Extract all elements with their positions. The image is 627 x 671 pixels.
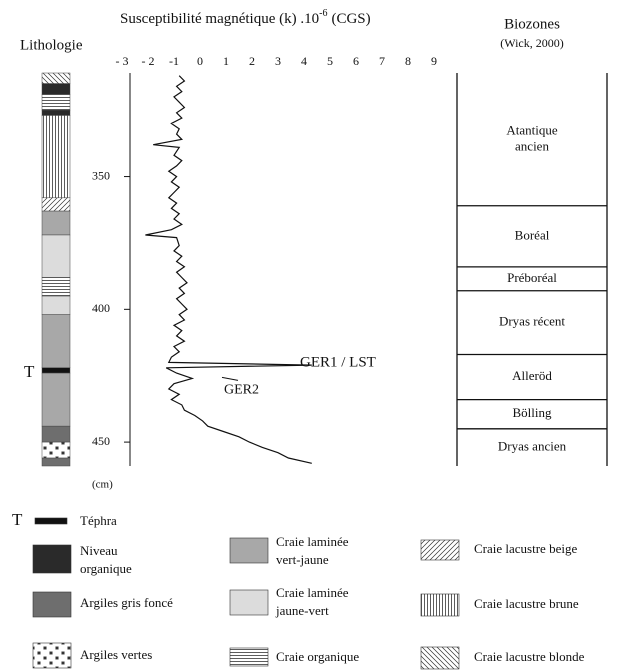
legend-label: Niveau (80, 543, 118, 558)
annotation-leader (221, 376, 239, 381)
biozone-label: ancien (515, 138, 549, 153)
lithology-layer (41, 72, 71, 84)
legend-swatch (229, 589, 269, 616)
x-tick-label: 1 (223, 54, 229, 68)
biozone-label: Dryas récent (499, 314, 565, 329)
legend-label: vert-jaune (276, 552, 329, 567)
x-tick-label: 0 (197, 54, 203, 68)
chart-title: Susceptibilité magnétique (k) .10-6 (CGS) (120, 8, 371, 27)
tephra-marker: T (24, 362, 35, 381)
lithology-layer (41, 425, 71, 443)
x-tick-label: 6 (353, 54, 359, 68)
legend-swatch (420, 539, 460, 561)
title-exponent: -6 (319, 8, 327, 19)
lithology-layer (41, 93, 71, 111)
legend-label: Craie lacustre blonde (474, 649, 585, 664)
x-tick-label: - 3 (116, 54, 129, 68)
lithology-title: Lithologie (20, 37, 83, 53)
biozone-label: Préboréal (507, 270, 557, 285)
annotation: GER1 / LST (300, 355, 376, 371)
legend-label: Argiles vertes (80, 647, 152, 662)
x-tick-label: 4 (301, 54, 307, 68)
lithology-layer (41, 210, 71, 236)
x-tick-label: - 2 (142, 54, 155, 68)
x-tick-label: 3 (275, 54, 281, 68)
legend-label: Craie lacustre beige (474, 541, 577, 556)
legend-label: jaune-vert (275, 603, 329, 618)
lithology-layer (41, 115, 71, 199)
y-tick-label: 350 (92, 168, 110, 182)
biozone-label: Atantique (506, 122, 557, 137)
biozones-title: Biozones (504, 16, 560, 32)
x-tick-label: 2 (249, 54, 255, 68)
lithology-layer (41, 109, 71, 116)
y-tick-label: 450 (92, 434, 110, 448)
title-text: Susceptibilité magnétique (k) .10 (120, 11, 319, 27)
x-tick-label: 5 (327, 54, 333, 68)
title-unit: (CGS) (331, 11, 370, 27)
biozone-label: Bölling (512, 405, 552, 420)
lithology-layer (41, 295, 71, 315)
biozone-label: Dryas ancien (498, 438, 567, 453)
lithology-layer (41, 367, 71, 374)
legend-swatch (229, 647, 269, 667)
lithology-layer (41, 457, 71, 467)
legend-label: Craie lacustre brune (474, 596, 579, 611)
legend-swatch (420, 646, 460, 670)
legend-marker: T (12, 510, 23, 529)
legend-label: Argiles gris foncé (80, 595, 173, 610)
lithology-layer (41, 83, 71, 95)
lithology-layer (41, 197, 71, 212)
x-tick-label: 8 (405, 54, 411, 68)
legend-swatch (32, 544, 72, 574)
legend-label: Téphra (80, 513, 117, 528)
annotation: GER2 (224, 383, 259, 398)
biozone-label: Alleröd (512, 368, 552, 383)
biozones-subtitle: (Wick, 2000) (500, 36, 564, 50)
legend-label: Craie laminée (276, 585, 349, 600)
lithology-layer (41, 314, 71, 369)
legend-swatch (229, 537, 269, 564)
lithology-layer (41, 234, 71, 278)
lithology-layer (41, 372, 71, 427)
legend-swatch (420, 593, 460, 617)
legend-swatch (32, 591, 72, 618)
lithology-layer (41, 277, 71, 297)
legend-swatch (32, 642, 72, 669)
susceptibility-line (145, 75, 312, 464)
x-tick-label: 9 (431, 54, 437, 68)
x-tick-label: -1 (169, 54, 179, 68)
x-tick-label: 7 (379, 54, 385, 68)
legend-label: Craie organique (276, 649, 359, 664)
biozone-label: Boréal (515, 227, 550, 242)
legend-swatch (34, 517, 68, 525)
y-axis-label: (cm) (92, 479, 113, 491)
lithology-layer (41, 441, 71, 459)
legend-label: Craie laminée (276, 534, 349, 549)
y-tick-label: 400 (92, 301, 110, 315)
legend-label: organique (80, 561, 132, 576)
